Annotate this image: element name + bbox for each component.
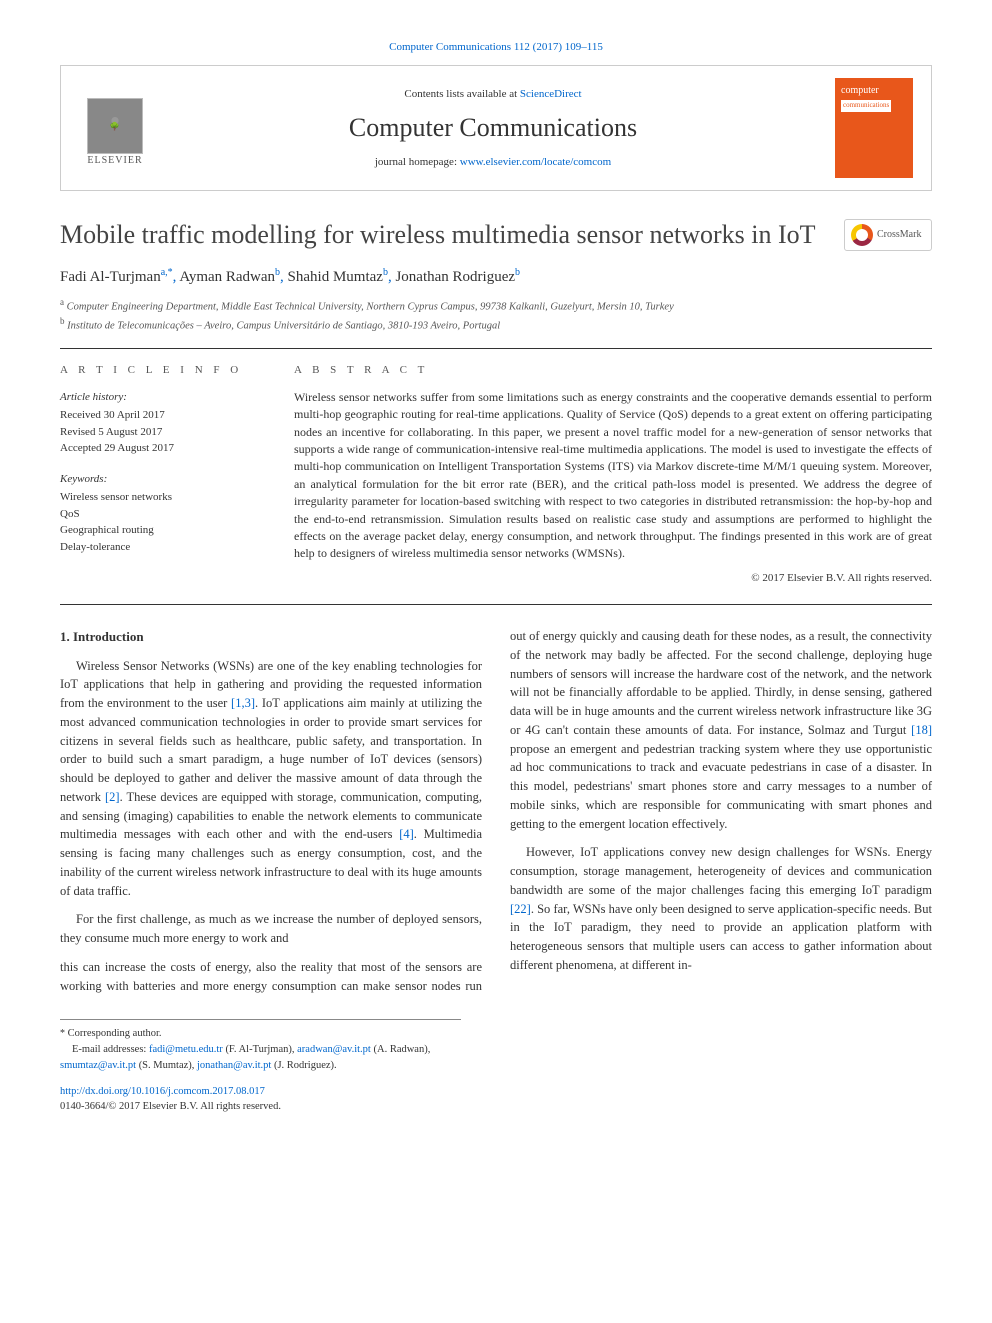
header-center: Contents lists available at ScienceDirec…: [169, 87, 817, 170]
abstract-copyright: © 2017 Elsevier B.V. All rights reserved…: [294, 571, 932, 586]
crossmark-icon: [851, 224, 873, 246]
divider: [60, 604, 932, 605]
keywords-label: Keywords:: [60, 471, 260, 488]
crossmark-badge[interactable]: CrossMark: [844, 219, 932, 251]
journal-name: Computer Communications: [169, 110, 817, 146]
article-info-heading: A R T I C L E I N F O: [60, 363, 260, 378]
author-aff-mark: b: [515, 267, 520, 278]
doi-block: http://dx.doi.org/10.1016/j.comcom.2017.…: [60, 1084, 932, 1116]
author-aff-mark: b: [383, 267, 388, 278]
author-name: Fadi Al-Turjman: [60, 269, 161, 285]
homepage-prefix: journal homepage:: [375, 156, 460, 168]
abstract: A B S T R A C T Wireless sensor networks…: [294, 363, 932, 586]
corr-star-icon: *: [60, 1028, 65, 1039]
email-link[interactable]: fadi@metu.edu.tr: [149, 1044, 223, 1055]
journal-header: 🌳 ELSEVIER Contents lists available at S…: [60, 65, 932, 191]
author-name: Jonathan Rodriguez: [395, 269, 515, 285]
issn-copyright: 0140-3664/© 2017 Elsevier B.V. All right…: [60, 1101, 281, 1112]
keyword: QoS: [60, 506, 260, 523]
affiliation-a: Computer Engineering Department, Middle …: [67, 301, 674, 312]
author-name: Shahid Mumtaz: [288, 269, 383, 285]
keyword: Delay-tolerance: [60, 539, 260, 556]
affiliation-b: Instituto de Telecomunicações – Aveiro, …: [67, 321, 500, 332]
revised-date: Revised 5 August 2017: [60, 424, 260, 441]
homepage-line: journal homepage: www.elsevier.com/locat…: [169, 155, 817, 170]
citation-link[interactable]: Computer Communications 112 (2017) 109–1…: [389, 41, 603, 53]
body-paragraph: Wireless Sensor Networks (WSNs) are one …: [60, 657, 482, 901]
doi-link[interactable]: http://dx.doi.org/10.1016/j.comcom.2017.…: [60, 1086, 265, 1097]
body-paragraph: For the first challenge, as much as we i…: [60, 910, 482, 948]
corr-mark: *: [168, 267, 173, 278]
footnotes: * Corresponding author. E-mail addresses…: [60, 1019, 461, 1073]
crossmark-label: CrossMark: [877, 228, 921, 242]
body-paragraph: However, IoT applications convey new des…: [510, 843, 932, 974]
email-link[interactable]: jonathan@av.it.pt: [197, 1060, 271, 1071]
contents-prefix: Contents lists available at: [404, 88, 519, 100]
author-aff-mark: b: [275, 267, 280, 278]
history-label: Article history:: [60, 389, 260, 406]
received-date: Received 30 April 2017: [60, 407, 260, 424]
abstract-text: Wireless sensor networks suffer from som…: [294, 389, 932, 563]
meta-abstract-row: A R T I C L E I N F O Article history: R…: [60, 363, 932, 586]
section-heading: 1. Introduction: [60, 627, 482, 647]
journal-cover-thumb: computer communications: [835, 78, 913, 178]
keyword: Wireless sensor networks: [60, 489, 260, 506]
keyword: Geographical routing: [60, 522, 260, 539]
article-info: A R T I C L E I N F O Article history: R…: [60, 363, 260, 586]
article-title: Mobile traffic modelling for wireless mu…: [60, 219, 828, 252]
sciencedirect-link[interactable]: ScienceDirect: [520, 88, 582, 100]
publisher-name: ELSEVIER: [87, 154, 142, 168]
corr-author-label: Corresponding author.: [68, 1028, 162, 1039]
email-link[interactable]: aradwan@av.it.pt: [297, 1044, 371, 1055]
email-link[interactable]: smumtaz@av.it.pt: [60, 1060, 136, 1071]
header-citation: Computer Communications 112 (2017) 109–1…: [60, 40, 932, 55]
cover-title: computer: [841, 84, 907, 98]
author-name: Ayman Radwan: [179, 269, 275, 285]
elsevier-logo: 🌳 ELSEVIER: [79, 88, 151, 168]
divider: [60, 348, 932, 349]
citation-ref[interactable]: [2]: [105, 790, 120, 804]
contents-line: Contents lists available at ScienceDirec…: [169, 87, 817, 102]
citation-ref[interactable]: [4]: [399, 827, 414, 841]
citation-ref[interactable]: [1,3]: [231, 696, 255, 710]
elsevier-tree-icon: 🌳: [87, 98, 143, 154]
abstract-heading: A B S T R A C T: [294, 363, 932, 378]
emails-label: E-mail addresses:: [72, 1044, 149, 1055]
body-columns: 1. Introduction Wireless Sensor Networks…: [60, 627, 932, 995]
author-list: Fadi Al-Turjmana,*, Ayman Radwanb, Shahi…: [60, 266, 932, 288]
cover-subtitle: communications: [841, 100, 891, 112]
accepted-date: Accepted 29 August 2017: [60, 440, 260, 457]
author-aff-mark: a,: [161, 267, 168, 278]
homepage-link[interactable]: www.elsevier.com/locate/comcom: [460, 156, 611, 168]
citation-ref[interactable]: [22]: [510, 902, 531, 916]
citation-ref[interactable]: [18]: [911, 723, 932, 737]
affiliations: a Computer Engineering Department, Middl…: [60, 296, 932, 335]
